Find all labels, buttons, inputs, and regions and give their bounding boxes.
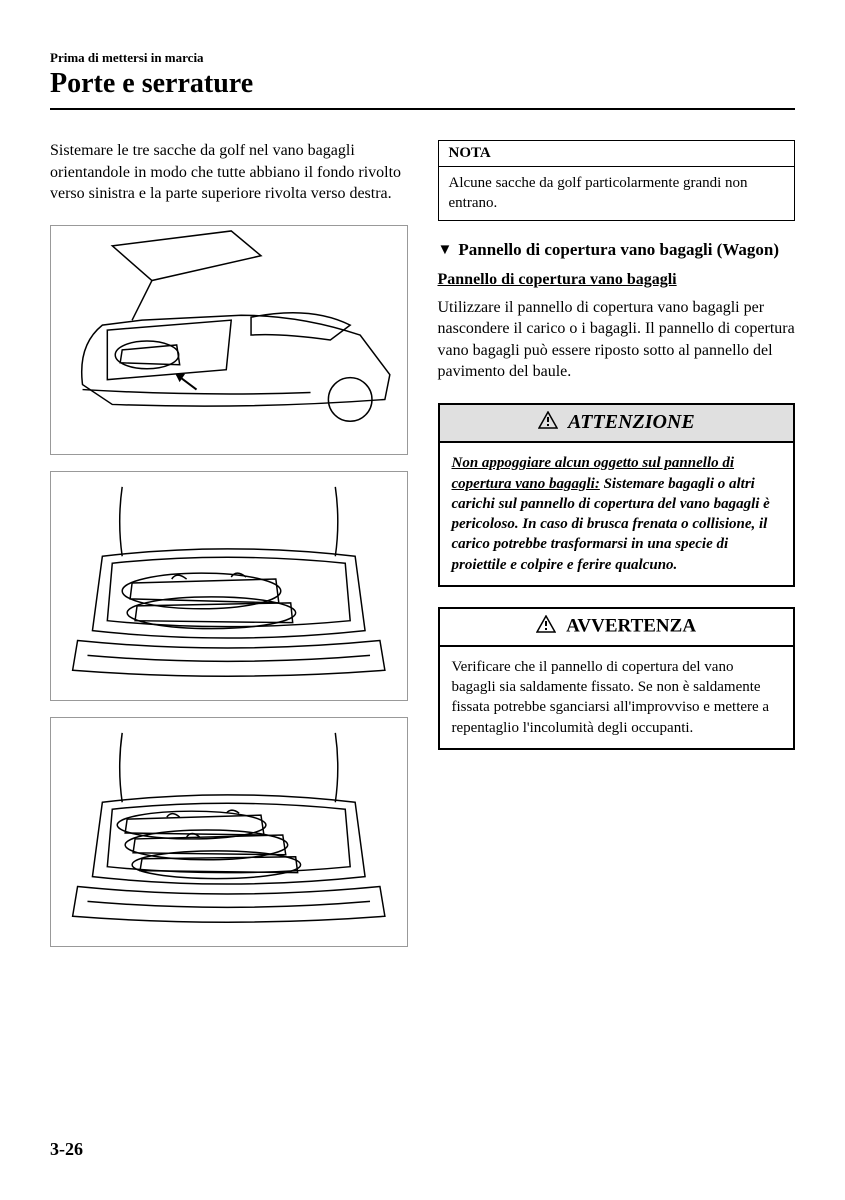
page-header: Prima di mettersi in marcia Porte e serr…	[50, 50, 795, 110]
attenzione-box: ATTENZIONE Non appoggiare alcun oggetto …	[438, 403, 796, 587]
intro-paragraph: Sistemare le tre sacche da golf nel vano…	[50, 140, 408, 205]
trunk-illustration-three-bags	[50, 717, 408, 947]
avvertenza-header: AVVERTENZA	[440, 609, 794, 647]
content-columns: Sistemare le tre sacche da golf nel vano…	[50, 140, 795, 963]
attenzione-body: Non appoggiare alcun oggetto sul pannell…	[440, 443, 794, 585]
section-heading: ▼ Pannello di copertura vano bagagli (Wa…	[438, 239, 796, 261]
sub-heading: Pannello di copertura vano bagagli	[438, 271, 796, 289]
nota-label: NOTA	[439, 141, 795, 167]
nota-box: NOTA Alcune sacche da golf particolarmen…	[438, 140, 796, 221]
attenzione-header: ATTENZIONE	[440, 405, 794, 443]
page-title: Porte e serrature	[50, 68, 795, 110]
triangle-marker-icon: ▼	[438, 241, 453, 261]
avvertenza-body: Verificare che il pannello di copertura …	[440, 647, 794, 748]
trunk-illustration-two-bags	[50, 471, 408, 701]
section-heading-text: Pannello di copertura vano bagagli (Wago…	[458, 239, 779, 261]
avvertenza-label: AVVERTENZA	[566, 615, 696, 636]
warning-triangle-icon	[536, 615, 556, 639]
breadcrumb: Prima di mettersi in marcia	[50, 50, 795, 66]
avvertenza-box: AVVERTENZA Verificare che il pannello di…	[438, 607, 796, 750]
left-column: Sistemare le tre sacche da golf nel vano…	[50, 140, 408, 963]
section-body: Utilizzare il pannello di copertura vano…	[438, 297, 796, 383]
nota-text: Alcune sacche da golf particolarmente gr…	[439, 167, 795, 220]
trunk-illustration-open-side	[50, 225, 408, 455]
attenzione-label: ATTENZIONE	[568, 411, 695, 433]
warning-triangle-icon	[538, 411, 558, 435]
page-number: 3-26	[50, 1139, 83, 1160]
right-column: NOTA Alcune sacche da golf particolarmen…	[438, 140, 796, 963]
